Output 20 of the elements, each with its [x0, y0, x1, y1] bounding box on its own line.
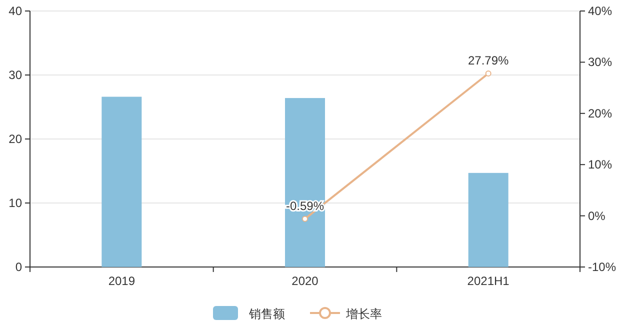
bar: [102, 96, 142, 267]
y-tick-label: 0: [15, 260, 22, 274]
legend-label: 销售额: [248, 307, 285, 321]
y2-tick-label: 0%: [588, 208, 606, 223]
y2-tick-label: -10%: [588, 260, 616, 274]
legend-label: 增长率: [345, 307, 382, 321]
x-tick-label: 2020: [292, 274, 319, 288]
y2-tick-label: 40%: [588, 4, 612, 18]
y2-tick-label: 10%: [588, 158, 612, 172]
y-tick-label: 10: [8, 196, 22, 210]
x-tick-label: 2019: [108, 274, 136, 288]
x-tick-label: 2021H1: [467, 274, 510, 288]
y2-tick-label: 30%: [588, 55, 612, 70]
bar: [285, 98, 325, 267]
bar: [468, 172, 508, 267]
y-tick-label: 30: [8, 68, 22, 82]
data-label: 27.79%: [468, 54, 510, 68]
y-tick-label: 40: [8, 4, 22, 18]
y2-tick-label: 20%: [588, 106, 612, 120]
y-tick-label: 20: [8, 132, 22, 146]
